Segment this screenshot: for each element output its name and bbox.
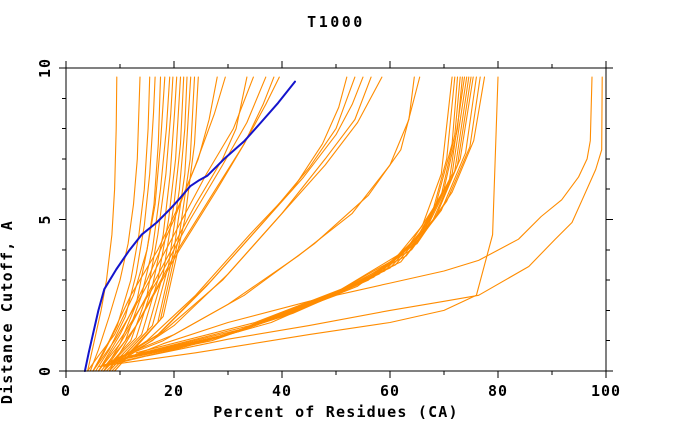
highlighted-model-curve: [83, 80, 296, 372]
x-tick-label: 40: [272, 382, 292, 400]
model-accuracy-curve: [130, 76, 477, 357]
model-accuracy-curve: [135, 76, 486, 354]
y-tick-label: 0: [36, 366, 54, 376]
model-accuracy-curve: [92, 76, 218, 372]
model-accuracy-curve: [95, 76, 156, 372]
model-accuracy-curve: [105, 76, 182, 372]
model-accuracy-curve: [114, 76, 383, 363]
model-accuracy-curve: [103, 76, 603, 368]
model-accuracy-curve: [97, 76, 226, 372]
y-tick-label: 5: [36, 214, 54, 224]
model-accuracy-curve: [108, 76, 364, 366]
model-accuracy-curve: [92, 76, 151, 372]
model-accuracy-curve: [108, 76, 593, 366]
model-accuracy-curve: [130, 76, 474, 357]
model-accuracy-curve: [103, 76, 174, 372]
y-tick-label: 10: [36, 58, 54, 78]
x-tick-label: 100: [591, 382, 621, 400]
x-tick-label: 80: [488, 382, 508, 400]
model-accuracy-curve: [87, 76, 162, 372]
model-accuracy-curve: [97, 76, 267, 372]
x-axis-title: Percent of Residues (CA): [213, 403, 459, 421]
model-accuracy-curve: [97, 76, 499, 368]
model-accuracy-curve: [108, 76, 188, 372]
model-accuracy-curve: [114, 76, 421, 360]
x-tick-label: 20: [164, 382, 184, 400]
model-accuracy-curve: [108, 76, 348, 366]
x-tick-label: 0: [61, 382, 71, 400]
chart-title: T1000: [307, 13, 365, 31]
model-accuracy-curve: [103, 76, 280, 372]
model-accuracy-curve: [108, 76, 415, 363]
model-accuracy-curve: [87, 76, 118, 372]
model-accuracy-curve: [89, 76, 141, 372]
model-accuracy-curve: [114, 76, 199, 372]
x-tick-label: 60: [380, 382, 400, 400]
model-accuracy-curve: [92, 76, 254, 372]
model-accuracy-curve: [103, 76, 248, 372]
model-accuracy-curve: [103, 76, 178, 372]
model-accuracy-curve: [135, 76, 481, 355]
y-axis-title-text: Distance Cutoff, A: [0, 220, 16, 405]
